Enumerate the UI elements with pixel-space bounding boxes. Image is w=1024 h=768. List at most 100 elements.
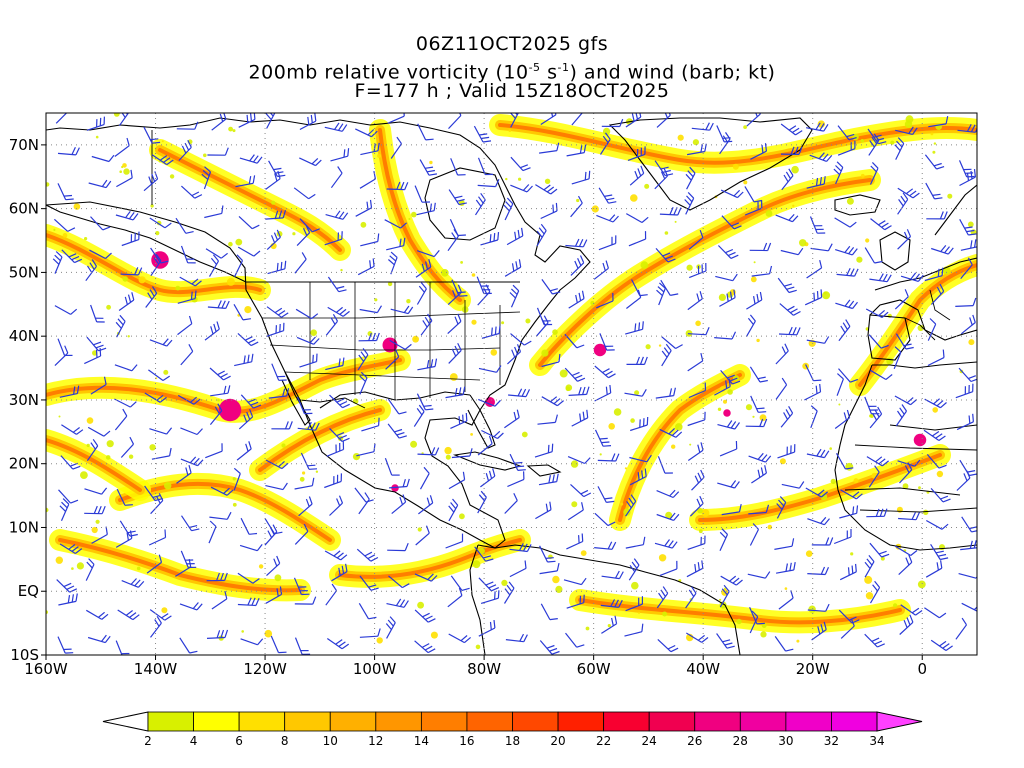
- colorbar-swatch: [603, 711, 650, 732]
- wind-barb: [720, 575, 743, 586]
- wind-barb: [625, 494, 637, 517]
- vorticity-speckle: [743, 180, 748, 185]
- vorticity-speckle: [750, 276, 757, 283]
- wind-barb: [720, 189, 744, 199]
- wind-barb: [86, 116, 105, 131]
- wind-barb: [777, 277, 797, 294]
- wind-barb: [266, 555, 281, 577]
- wind-barb: [955, 297, 977, 307]
- wind-barb: [565, 632, 585, 648]
- wind-barb: [539, 142, 560, 154]
- wind-barb: [390, 305, 414, 315]
- vorticity-speckle: [119, 170, 122, 173]
- lat-tick-label: 30N: [9, 391, 39, 409]
- vorticity-speckle: [80, 471, 88, 479]
- vorticity-band-core: [258, 408, 382, 472]
- vorticity-speckle: [658, 344, 662, 347]
- colorbar-swatch: [831, 711, 878, 732]
- wind-barb: [448, 633, 471, 644]
- wind-barb: [61, 424, 84, 435]
- wind-barb: [151, 447, 172, 460]
- vorticity-speckle: [893, 603, 898, 608]
- wind-barb: [87, 426, 111, 437]
- vorticity-speckle: [128, 454, 134, 459]
- vorticity-speckle: [760, 631, 767, 638]
- wind-barb: [656, 282, 666, 306]
- wind-barb: [359, 575, 379, 591]
- wind-barb: [541, 279, 561, 295]
- wind-barb: [451, 448, 473, 459]
- vorticity-speckle: [805, 550, 813, 557]
- vorticity-speckle: [571, 501, 578, 508]
- wind-barb: [417, 447, 440, 456]
- vorticity-speckle: [161, 140, 164, 143]
- wind-barb: [687, 327, 710, 336]
- vorticity-max: [382, 337, 398, 353]
- wind-barb: [324, 231, 343, 246]
- wind-barb: [211, 590, 228, 610]
- wind-barb: [714, 378, 731, 396]
- wind-barb: [144, 392, 167, 403]
- wind-barb: [655, 387, 676, 399]
- vorticity-speckle: [360, 221, 367, 228]
- vorticity-speckle: [444, 446, 452, 455]
- wind-barb: [571, 409, 589, 427]
- vorticity-speckle: [902, 483, 909, 490]
- wind-barb: [897, 229, 912, 250]
- wind-barb: [84, 487, 108, 495]
- wind-barb: [388, 575, 410, 589]
- wind-barb: [717, 480, 740, 489]
- vorticity-speckle: [417, 601, 424, 609]
- wind-barb: [656, 489, 680, 499]
- wind-barb: [180, 427, 203, 436]
- wind-barb: [654, 168, 669, 190]
- wind-barb: [567, 502, 584, 521]
- wind-barb: [234, 353, 254, 367]
- wind-barb: [781, 168, 794, 191]
- wind-barb: [625, 321, 644, 335]
- vorticity-speckle: [607, 624, 611, 628]
- colorbar-level-label: 8: [281, 734, 289, 748]
- wind-barb: [598, 187, 617, 204]
- wind-barb: [477, 490, 487, 514]
- wind-barb: [864, 555, 875, 578]
- wind-barb: [114, 364, 138, 372]
- wind-barb: [597, 486, 615, 503]
- vorticity-speckle: [624, 467, 628, 470]
- wind-barb: [389, 339, 412, 350]
- wind-barb: [866, 508, 888, 518]
- wind-barb: [869, 161, 879, 185]
- florida: [467, 394, 496, 449]
- wind-barb: [924, 267, 944, 282]
- wind-barb: [358, 492, 370, 515]
- vorticity-speckle: [241, 630, 244, 633]
- wind-barb: [751, 265, 773, 277]
- wind-barb: [926, 519, 949, 530]
- wind-barb: [360, 142, 380, 156]
- wind-barb: [149, 427, 173, 435]
- wind-barb: [209, 367, 231, 381]
- vorticity-speckle: [631, 581, 639, 590]
- wind-barb: [568, 290, 585, 309]
- wind-barb: [868, 465, 880, 488]
- wind-barb: [599, 132, 611, 155]
- wind-barb: [717, 245, 739, 259]
- wind-barb: [237, 332, 259, 347]
- wind-barb: [541, 396, 564, 407]
- vorticity-speckle: [723, 399, 727, 404]
- vorticity-band-core: [158, 148, 342, 252]
- vorticity-speckle: [417, 527, 422, 532]
- wind-barb: [897, 192, 909, 215]
- vorticity-speckle: [123, 168, 130, 175]
- vorticity-speckle: [445, 454, 451, 460]
- wind-barb: [836, 373, 844, 396]
- wind-barb: [233, 304, 251, 321]
- vorticity-speckle: [113, 113, 120, 117]
- lat-tick-label: 20N: [9, 455, 39, 473]
- vorticity-speckle: [55, 556, 63, 564]
- wind-barb: [296, 396, 313, 415]
- wind-barb: [358, 332, 380, 342]
- vorticity-speckle: [799, 239, 807, 247]
- wind-barb: [744, 200, 763, 216]
- wind-barb: [326, 638, 350, 650]
